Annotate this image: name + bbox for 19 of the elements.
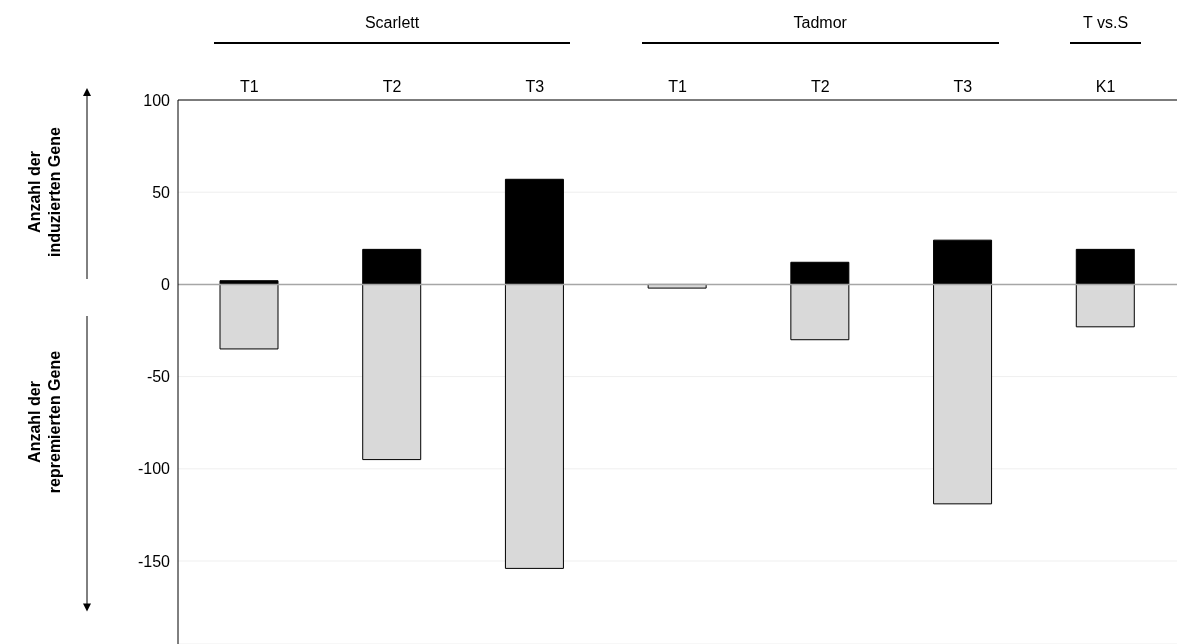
text: T vs.S xyxy=(1082,14,1130,32)
x-tick-label: T3 xyxy=(953,78,973,95)
text: Scarlett xyxy=(363,14,421,32)
x-tick-label: T2 xyxy=(382,78,402,95)
y-tick-label: 0 xyxy=(161,276,171,294)
bar xyxy=(219,283,279,350)
y-tick-label: -50 xyxy=(146,368,171,386)
x-tick-label: K1 xyxy=(1095,78,1116,95)
y-tick-label: 100 xyxy=(143,91,171,109)
text: Anzahl der repremierten Gene xyxy=(25,350,64,496)
y-tick-label: -150 xyxy=(137,552,171,570)
y-tick-label: -100 xyxy=(137,460,171,478)
text: Anzahl der induzierten Gene xyxy=(25,126,64,260)
x-tick-label: T3 xyxy=(525,78,545,95)
x-tick-label: T2 xyxy=(810,78,830,95)
x-tick-label: T1 xyxy=(668,78,687,95)
x-tick-label: T1 xyxy=(240,78,259,95)
text: Tadmor xyxy=(792,14,848,32)
y-tick-label: 50 xyxy=(152,183,171,201)
